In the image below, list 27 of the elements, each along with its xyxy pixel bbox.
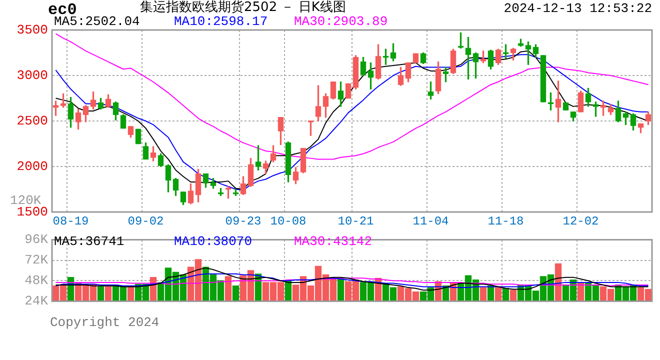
y-tick-label: 3000 <box>16 68 48 83</box>
series-label: MA10:38070 <box>174 234 252 249</box>
x-tick-label: 09-23 <box>225 214 262 228</box>
candlestick <box>540 55 546 102</box>
x-tick-label: 10-08 <box>270 214 306 228</box>
x-tick-label: 11-04 <box>412 214 449 228</box>
x-tick-label: 08-19 <box>52 214 89 228</box>
x-tick-label: 09-02 <box>128 214 164 228</box>
text: 2024-12-13 12:53:22 <box>504 1 652 16</box>
text: MA5:2502.04 <box>54 14 140 29</box>
y-tick-label: 48K <box>24 273 48 288</box>
x-tick-label: 12-02 <box>562 214 599 228</box>
text: Copyright 2024 <box>50 315 160 330</box>
text: MA30:2903.89 <box>294 14 388 29</box>
text: MA10:2598.17 <box>174 14 268 29</box>
y-tick-label: 96K <box>24 232 48 248</box>
y-tick-label: 72K <box>24 252 48 268</box>
candlestick <box>562 102 569 110</box>
text: MA5:36741 <box>54 234 124 249</box>
y-tick-label: 2500 <box>16 113 48 128</box>
y-tick-label: 2000 <box>16 158 48 174</box>
x-tick-label: 11-18 <box>488 214 524 228</box>
y-tick-label: 3500 <box>16 22 48 38</box>
chart-title: 集运指数欧线期货2502 － 日K线图 <box>140 0 346 15</box>
y-tick-label: 24K <box>24 294 48 309</box>
text: MA30:43142 <box>294 234 372 249</box>
x-tick-label: 10-21 <box>338 214 374 228</box>
